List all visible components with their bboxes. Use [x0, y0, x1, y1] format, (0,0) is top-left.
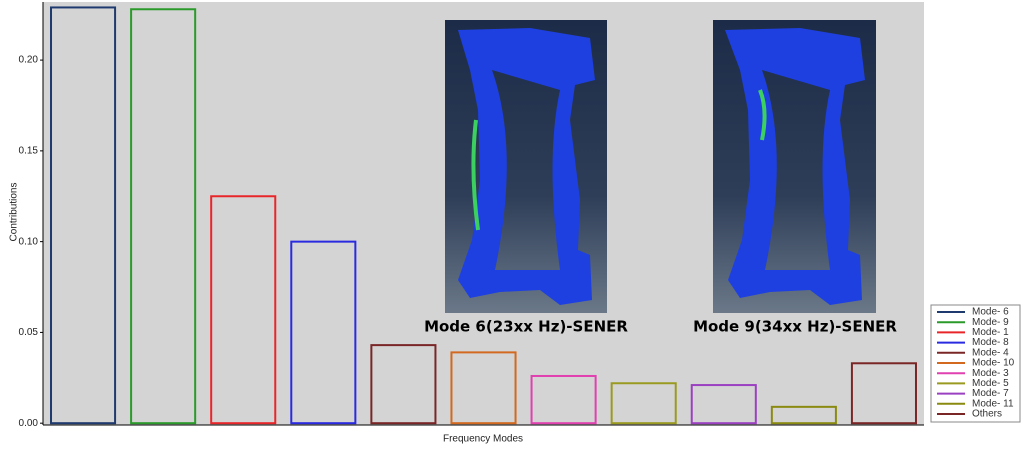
y-tick-label: 0.00 — [19, 418, 39, 429]
legend-label: Others — [972, 409, 1002, 420]
chart: Mode 6(23xx Hz)-SENER Mode 9(34xx Hz)-SE… — [0, 0, 1023, 450]
y-tick-label: 0.20 — [19, 55, 39, 66]
image-caption: Mode 6(23xx Hz)-SENER — [424, 318, 628, 336]
fem-image — [713, 20, 876, 313]
y-tick-label: 0.05 — [19, 327, 39, 338]
image-caption: Mode 9(34xx Hz)-SENER — [693, 318, 897, 336]
y-tick-label: 0.15 — [19, 146, 39, 157]
fem-image — [445, 20, 607, 313]
page: {"chart_data": {"type": "bar", "x_label"… — [0, 0, 1023, 450]
x-axis-label: Frequency Modes — [443, 434, 523, 445]
y-tick-label: 0.10 — [19, 236, 39, 247]
y-axis-label: Contributions — [9, 183, 20, 242]
